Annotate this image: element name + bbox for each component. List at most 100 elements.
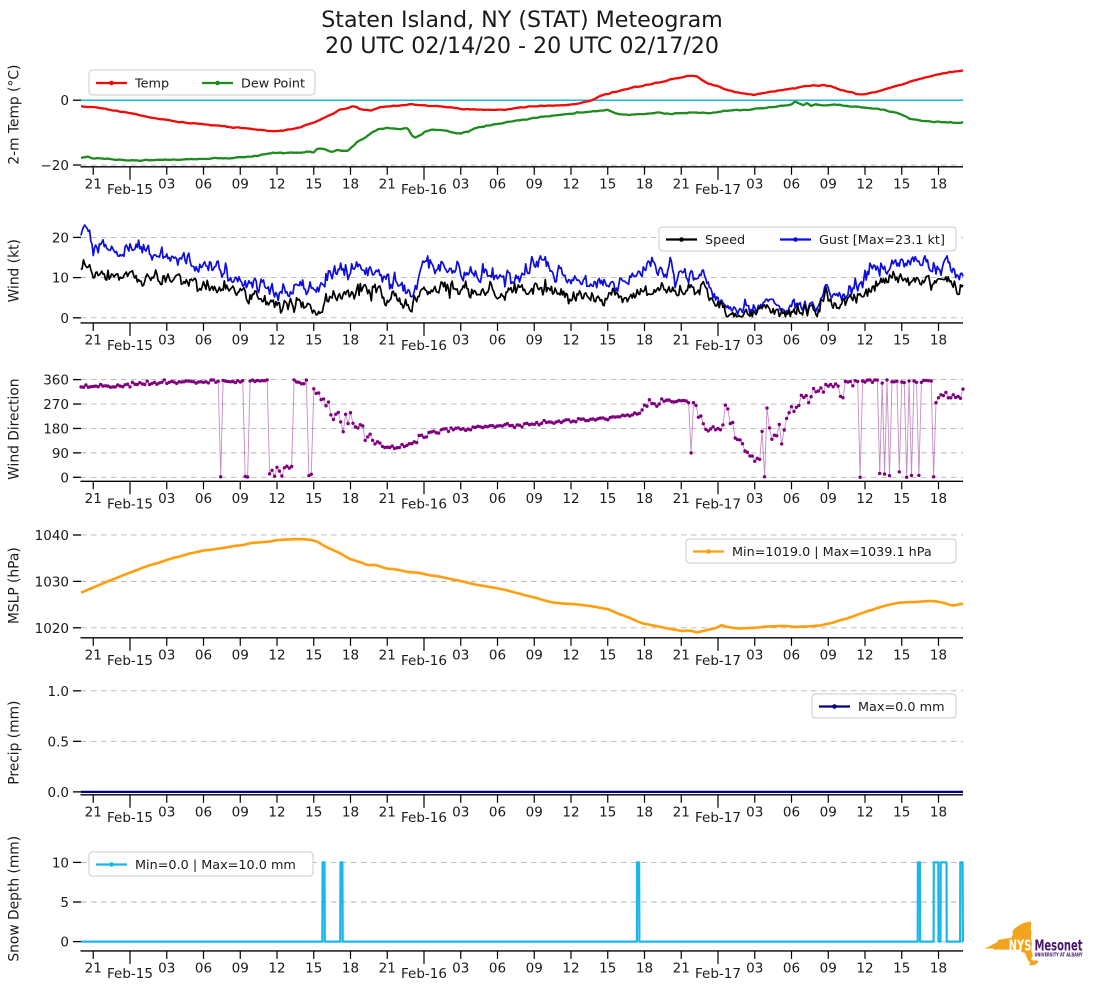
x-tick-hour-label: 18 bbox=[342, 804, 359, 820]
legend-label: Speed bbox=[705, 233, 745, 248]
x-tick-hour-label: 12 bbox=[268, 491, 285, 507]
x-tick-hour-label: 03 bbox=[158, 176, 175, 192]
x-tick-date-label: Feb-15 bbox=[107, 182, 153, 198]
x-tick-hour-label: 09 bbox=[526, 647, 543, 663]
x-tick-hour-label: 06 bbox=[489, 647, 506, 663]
series-snow-depth bbox=[81, 861, 964, 943]
legend-marker bbox=[832, 704, 837, 709]
y-axis-label-temp: 2-m Temp (°C) bbox=[7, 65, 23, 165]
x-tick-hour-label: 21 bbox=[673, 491, 690, 507]
x-tick-hour-label: 03 bbox=[746, 960, 763, 976]
x-tick-hour-label: 21 bbox=[673, 332, 690, 348]
x-tick-hour-label: 06 bbox=[489, 491, 506, 507]
y-tick-label: 360 bbox=[43, 373, 69, 389]
x-tick-hour-label: 21 bbox=[673, 176, 690, 192]
x-tick-hour-label: 21 bbox=[379, 804, 396, 820]
x-tick-date-label: Feb-15 bbox=[107, 810, 153, 826]
y-axis-label-wdir: Wind Direction bbox=[7, 378, 23, 479]
y-tick-label: 270 bbox=[43, 397, 69, 413]
x-tick-hour-label: 09 bbox=[526, 960, 543, 976]
x-tick-hour-label: 09 bbox=[526, 804, 543, 820]
x-tick-date-label: Feb-17 bbox=[695, 810, 741, 826]
x-tick-hour-label: 21 bbox=[673, 804, 690, 820]
y-tick-label: 10 bbox=[52, 855, 69, 871]
x-tick-hour-label: 15 bbox=[305, 176, 322, 192]
x-tick-hour-label: 18 bbox=[930, 176, 947, 192]
x-tick-hour-label: 03 bbox=[452, 176, 469, 192]
legend-label: Min=1019.0 | Max=1039.1 hPa bbox=[732, 545, 932, 560]
x-tick-hour-label: 21 bbox=[85, 804, 102, 820]
y-axis-label-wind: Wind (kt) bbox=[7, 239, 23, 302]
x-tick-hour-label: 06 bbox=[489, 332, 506, 348]
x-tick-hour-label: 06 bbox=[489, 804, 506, 820]
logo-mesonet-text: Mesonet bbox=[1035, 937, 1083, 955]
y-tick-label: 1040 bbox=[35, 528, 69, 544]
x-tick-hour-label: 18 bbox=[342, 647, 359, 663]
x-tick-hour-label: 18 bbox=[636, 332, 653, 348]
x-tick-hour-label: 18 bbox=[636, 804, 653, 820]
legend-label: Gust [Max=23.1 kt] bbox=[819, 233, 945, 248]
x-tick-hour-label: 03 bbox=[452, 960, 469, 976]
x-tick-hour-label: 09 bbox=[232, 491, 249, 507]
x-tick-date-label: Feb-17 bbox=[695, 182, 741, 198]
x-tick-hour-label: 15 bbox=[893, 176, 910, 192]
x-tick-hour-label: 06 bbox=[783, 960, 800, 976]
x-tick-hour-label: 03 bbox=[158, 804, 175, 820]
y-tick-label: 5 bbox=[60, 895, 69, 911]
x-tick-hour-label: 12 bbox=[268, 960, 285, 976]
x-tick-hour-label: 06 bbox=[783, 332, 800, 348]
x-tick-hour-label: 21 bbox=[85, 332, 102, 348]
y-tick-label: 0 bbox=[60, 93, 69, 109]
legend-marker bbox=[793, 237, 798, 242]
x-tick-date-label: Feb-17 bbox=[695, 653, 741, 669]
x-tick-hour-label: 09 bbox=[820, 176, 837, 192]
y-tick-label: 10 bbox=[52, 271, 69, 287]
x-tick-hour-label: 09 bbox=[232, 332, 249, 348]
x-tick-hour-label: 12 bbox=[562, 491, 579, 507]
y-tick-label: 90 bbox=[52, 446, 69, 462]
legend-box bbox=[811, 693, 957, 719]
x-tick-date-label: Feb-17 bbox=[695, 338, 741, 354]
x-tick-hour-label: 03 bbox=[746, 332, 763, 348]
x-tick-hour-label: 03 bbox=[746, 804, 763, 820]
x-tick-hour-label: 12 bbox=[856, 491, 873, 507]
y-tick-label: 1030 bbox=[35, 574, 69, 590]
y-tick-label: 1.0 bbox=[48, 684, 69, 700]
y-axis-label-mslp: MSLP (hPa) bbox=[7, 547, 23, 624]
x-tick-hour-label: 15 bbox=[893, 960, 910, 976]
x-tick-hour-label: 06 bbox=[783, 647, 800, 663]
y-tick-label: 180 bbox=[43, 421, 69, 437]
y-axis-label-precip: Precip (mm) bbox=[7, 701, 23, 785]
panel-wind: 0 10 20 21 03 06 09 12 15 18 21 03 06 09 12 15 18 21 03 06 0… bbox=[7, 224, 964, 354]
x-tick-hour-label: 12 bbox=[268, 804, 285, 820]
x-tick-hour-label: 21 bbox=[85, 176, 102, 192]
x-tick-hour-label: 12 bbox=[562, 332, 579, 348]
legend-box bbox=[685, 538, 957, 564]
x-tick-hour-label: 21 bbox=[85, 960, 102, 976]
x-tick-hour-label: 15 bbox=[893, 332, 910, 348]
x-tick-hour-label: 09 bbox=[232, 804, 249, 820]
series-temp bbox=[81, 69, 964, 133]
x-tick-hour-label: 03 bbox=[158, 332, 175, 348]
x-tick-hour-label: 18 bbox=[930, 804, 947, 820]
x-tick-hour-label: 03 bbox=[158, 491, 175, 507]
x-tick-hour-label: 09 bbox=[232, 647, 249, 663]
legend-label: Temp bbox=[134, 77, 169, 92]
x-tick-hour-label: 09 bbox=[820, 960, 837, 976]
x-tick-hour-label: 06 bbox=[195, 647, 212, 663]
legend-label: Dew Point bbox=[241, 77, 305, 92]
x-tick-date-label: Feb-15 bbox=[107, 653, 153, 669]
series-dew-point bbox=[80, 100, 964, 162]
legend-marker bbox=[706, 549, 711, 554]
x-tick-hour-label: 15 bbox=[893, 647, 910, 663]
y-tick-label: 0.5 bbox=[48, 734, 69, 750]
x-tick-hour-label: 06 bbox=[489, 960, 506, 976]
x-tick-date-label: Feb-16 bbox=[401, 497, 447, 513]
x-tick-hour-label: 09 bbox=[820, 491, 837, 507]
legend-label: Min=0.0 | Max=10.0 mm bbox=[135, 858, 296, 873]
legend-marker bbox=[109, 862, 114, 867]
chart-subtitle: 20 UTC 02/14/20 - 20 UTC 02/17/20 bbox=[325, 33, 719, 59]
